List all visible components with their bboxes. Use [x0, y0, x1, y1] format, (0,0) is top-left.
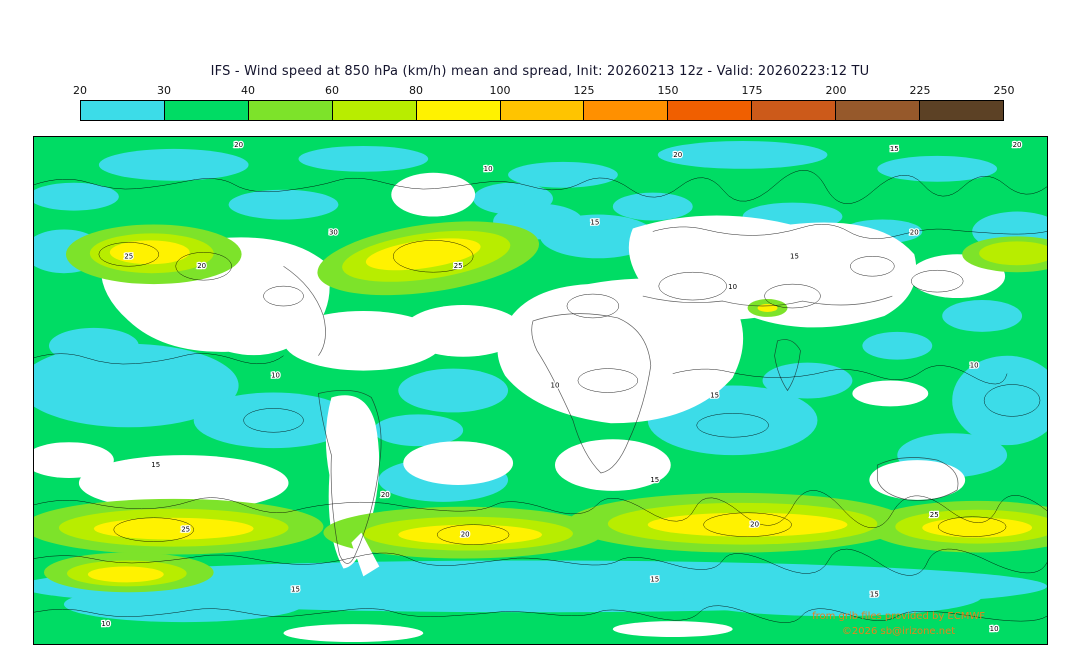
- contour-spread-label: 20: [910, 228, 919, 236]
- contour-spread-label: 10: [484, 165, 493, 173]
- antarctic-white-regions: [283, 532, 733, 643]
- colorbar-tick: 250: [993, 84, 1015, 97]
- contour-spread-label: 15: [650, 575, 659, 583]
- colorbar-tick: 225: [909, 84, 931, 97]
- contour-spread-labels-layer: 20 10 20 15 20 25 30 25 15 10 15 20 20 10 10 15 10 15 20 15…: [100, 140, 1023, 635]
- contour-spread-label: 15: [291, 585, 300, 593]
- contour-spread-label: 15: [870, 590, 879, 598]
- contour-spread-label: 15: [590, 218, 599, 226]
- contour-spread-label: 25: [124, 252, 133, 260]
- colorbar-segment: [247, 101, 332, 120]
- coastlines: [283, 265, 959, 564]
- colorbar-tick: 20: [73, 84, 87, 97]
- contour-spread-label: 15: [790, 252, 799, 260]
- contour-spread-label: 10: [970, 362, 979, 370]
- contour-spread-label: 20: [234, 141, 243, 149]
- contour-spread-label: 15: [890, 145, 899, 153]
- contour-spread-label: 30: [329, 228, 338, 236]
- contour-spread-label: 20: [461, 531, 470, 539]
- contour-spread-label: 15: [650, 476, 659, 484]
- colorbar-segment: [415, 101, 500, 120]
- contour-spread-label: 25: [930, 511, 939, 519]
- colorbar-segment: [919, 101, 1003, 120]
- map-attribution: from grib files provided by ECMWF ©2026 …: [812, 609, 985, 639]
- colorbar-tick: 150: [657, 84, 679, 97]
- colorbar-tick: 60: [325, 84, 339, 97]
- page-title: IFS - Wind speed at 850 hPa (km/h) mean …: [210, 64, 870, 79]
- colorbar-legend: 20 30 40 60 80 100 125 150 175 200 225 250: [73, 84, 1015, 121]
- colorbar-tick: 200: [825, 84, 847, 97]
- colorbar-tick: 80: [409, 84, 423, 97]
- colorbar-gradient-bar: [80, 100, 1004, 121]
- colorbar-tick: 175: [741, 84, 763, 97]
- colorbar-tick: 40: [241, 84, 255, 97]
- colorbar-segment: [163, 101, 248, 120]
- attribution-copyright: ©2026 sb@irizone.net: [841, 626, 956, 637]
- colorbar-segment: [835, 101, 920, 120]
- colorbar-segment: [81, 101, 164, 120]
- colorbar-tick: 125: [573, 84, 595, 97]
- colorbar-tick: 30: [157, 84, 171, 97]
- contour-spread-label: 10: [551, 382, 560, 390]
- contour-spread-label: 25: [454, 262, 463, 270]
- wind-speed-contour-plot: 20 10 20 15 20 25 30 25 15 10 15 20 20 10 10 15 10 15 20 15…: [34, 137, 1047, 644]
- contour-spread-label: 10: [990, 625, 999, 633]
- contour-spread-label: 15: [710, 391, 719, 399]
- contour-spread-label: 20: [381, 491, 390, 499]
- contour-spread-label: 20: [750, 521, 759, 529]
- yellow-jet-max-regions-80-100: [87, 238, 1033, 583]
- colorbar-segment: [667, 101, 752, 120]
- colorbar-tick: 100: [489, 84, 511, 97]
- contour-spread-label: 20: [673, 151, 682, 159]
- contour-spread-label: 20: [1013, 141, 1022, 149]
- world-wind-map: 20 10 20 15 20 25 30 25 15 10 15 20 20 10 10 15 10 15 20 15…: [33, 136, 1048, 645]
- colorbar-tick-labels: 20 30 40 60 80 100 125 150 175 200 225 250: [73, 84, 1015, 98]
- spread-contour-lines: [34, 170, 1047, 623]
- colorbar-segment: [751, 101, 836, 120]
- contour-spread-label: 10: [101, 620, 110, 628]
- colorbar-segment: [499, 101, 584, 120]
- contour-spread-label: 20: [197, 262, 206, 270]
- contour-spread-label: 15: [151, 461, 160, 469]
- attribution-source: from grib files provided by ECMWF: [812, 611, 985, 622]
- colorbar-segment: [331, 101, 416, 120]
- contour-spread-label: 10: [728, 283, 737, 291]
- contour-spread-label: 25: [181, 526, 190, 534]
- colorbar-segment: [583, 101, 668, 120]
- contour-spread-label: 10: [271, 372, 280, 380]
